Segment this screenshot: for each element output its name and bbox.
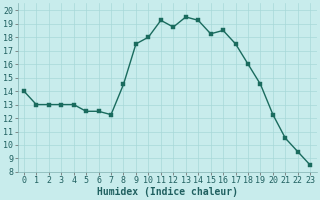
X-axis label: Humidex (Indice chaleur): Humidex (Indice chaleur) (97, 186, 237, 197)
